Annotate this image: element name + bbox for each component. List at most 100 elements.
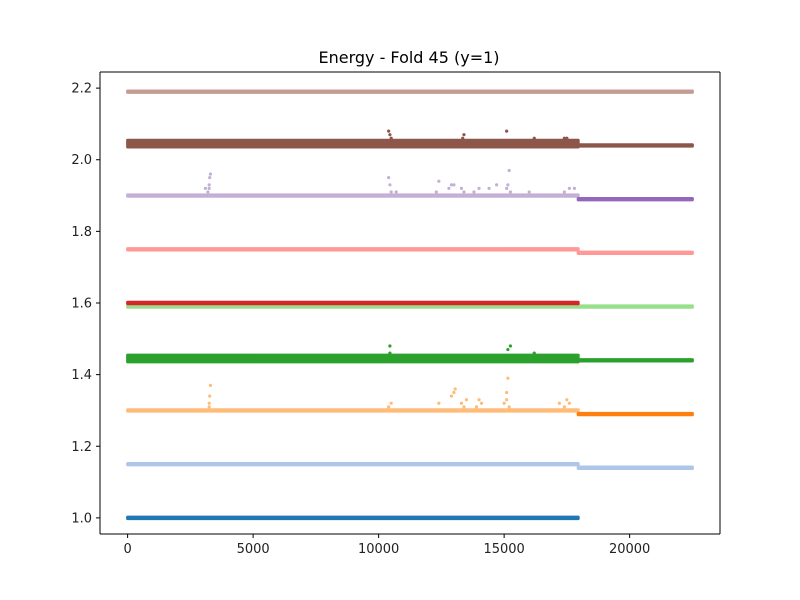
series-11-outlier-point [494, 183, 499, 187]
series-3-outlier-point [459, 401, 464, 405]
series-11-outlier-point [388, 183, 392, 187]
series-3-outlier-point [452, 390, 456, 395]
series-7-point-run [126, 304, 694, 309]
series-3-outlier-point [479, 401, 484, 405]
series-11-outlier-point [449, 183, 454, 187]
series-11-outlier-point [527, 190, 531, 194]
series-3-outlier-point [562, 405, 566, 409]
series-13 [126, 129, 580, 149]
series-11-outlier-point [208, 176, 212, 180]
series-5-outlier-point [388, 344, 392, 348]
series-3-outlier-point [505, 398, 509, 402]
series-11-outlier-point [389, 190, 393, 194]
chart-title: Energy - Fold 45 (y=1) [318, 48, 499, 67]
x-tick-label: 20000 [609, 542, 650, 557]
y-tick-label: 1.4 [71, 368, 92, 383]
series-15-point-run [126, 89, 694, 94]
series-3-outlier-point [208, 383, 213, 387]
series-3-outlier-point [507, 405, 511, 409]
series-13-outlier-point [532, 136, 536, 140]
series-5 [126, 344, 580, 364]
series-3-outlier-point [449, 394, 454, 398]
series-10-point-run [576, 250, 694, 256]
series-11-outlier-point [447, 186, 451, 190]
series-10 [576, 250, 694, 256]
series-3-outlier-point [453, 387, 457, 391]
series-11-point-run [126, 193, 580, 198]
series-3-outlier-point [208, 394, 212, 398]
series-13-outlier-point [505, 129, 509, 133]
series-12-point-run [576, 196, 694, 202]
series-3-outlier-point [437, 401, 441, 405]
series-5-outlier-point [506, 347, 510, 352]
series-11-outlier-point [505, 186, 509, 190]
series-13-outlier-point [562, 136, 566, 140]
series-3-outlier-point [567, 401, 571, 405]
series-3-outlier-point [462, 405, 466, 409]
x-tick-label: 10000 [358, 542, 399, 557]
series-5-point-run [126, 353, 580, 364]
series-11-outlier-point [437, 179, 441, 183]
series-11-outlier-point [572, 186, 577, 190]
series-5-outlier-point [532, 351, 536, 355]
series-11-outlier-point [472, 190, 476, 194]
y-tick-label: 1.6 [71, 297, 92, 312]
series-13-outlier-point [388, 133, 392, 137]
x-tick-label: 0 [123, 542, 131, 557]
series-9 [126, 247, 580, 252]
series-3-outlier-point [477, 398, 481, 402]
series-7 [126, 304, 694, 309]
y-tick-label: 2.2 [71, 82, 92, 97]
series-3-outlier-point [387, 405, 391, 409]
series-11 [126, 168, 580, 198]
data-layer [126, 89, 694, 521]
series-11-outlier-point [562, 190, 566, 194]
y-tick-label: 1.2 [71, 440, 92, 455]
series-3-outlier-point [557, 401, 561, 405]
series-3-point-run [126, 408, 580, 413]
series-13-outlier-point [389, 136, 393, 140]
series-8-point-run [126, 300, 580, 306]
series-6 [576, 358, 694, 363]
series-11-outlier-point [506, 183, 510, 187]
series-3 [126, 376, 580, 413]
series-4-point-run [576, 411, 694, 417]
series-11-outlier-point [452, 183, 456, 187]
series-8 [126, 300, 580, 306]
series-14-point-run [576, 143, 694, 148]
series-11-outlier-point [203, 186, 208, 190]
series-11-outlier-point [459, 186, 464, 190]
y-tick-label: 1.8 [71, 225, 92, 240]
series-13-outlier-point [565, 136, 569, 140]
series-5-outlier-point [508, 344, 513, 348]
series-11-outlier-point [208, 172, 213, 176]
series-11-outlier-point [507, 168, 511, 173]
series-4 [576, 411, 694, 417]
series-3-outlier-point [474, 405, 479, 409]
series-15 [126, 89, 694, 94]
series-11-outlier-point [394, 190, 398, 194]
y-axis-ticks: 1.0 1.2 1.4 1.6 1.8 2.0 2.2 [71, 82, 100, 526]
series-3-outlier-point [207, 401, 211, 405]
series-5-outlier-point [388, 351, 392, 355]
series-3-outlier-point [464, 398, 469, 402]
series-11-outlier-point [387, 176, 391, 180]
series-14 [576, 143, 694, 148]
series-11-outlier-point [207, 186, 211, 190]
series-13-outlier-point [461, 136, 465, 140]
x-tick-label: 5000 [237, 542, 270, 557]
series-13-outlier-point [387, 129, 391, 133]
series-0-point-run [126, 515, 580, 521]
series-3-outlier-point [505, 390, 509, 395]
x-axis-ticks: 0 5000 10000 15000 20000 [123, 534, 650, 557]
series-11-outlier-point [508, 190, 513, 194]
series-9-point-run [126, 247, 580, 252]
series-11-outlier-point [567, 186, 571, 190]
series-3-outlier-point [207, 405, 211, 409]
series-2 [576, 465, 694, 470]
series-3-outlier-point [502, 401, 506, 405]
series-1-point-run [126, 461, 580, 467]
series-3-outlier-point [389, 401, 393, 405]
